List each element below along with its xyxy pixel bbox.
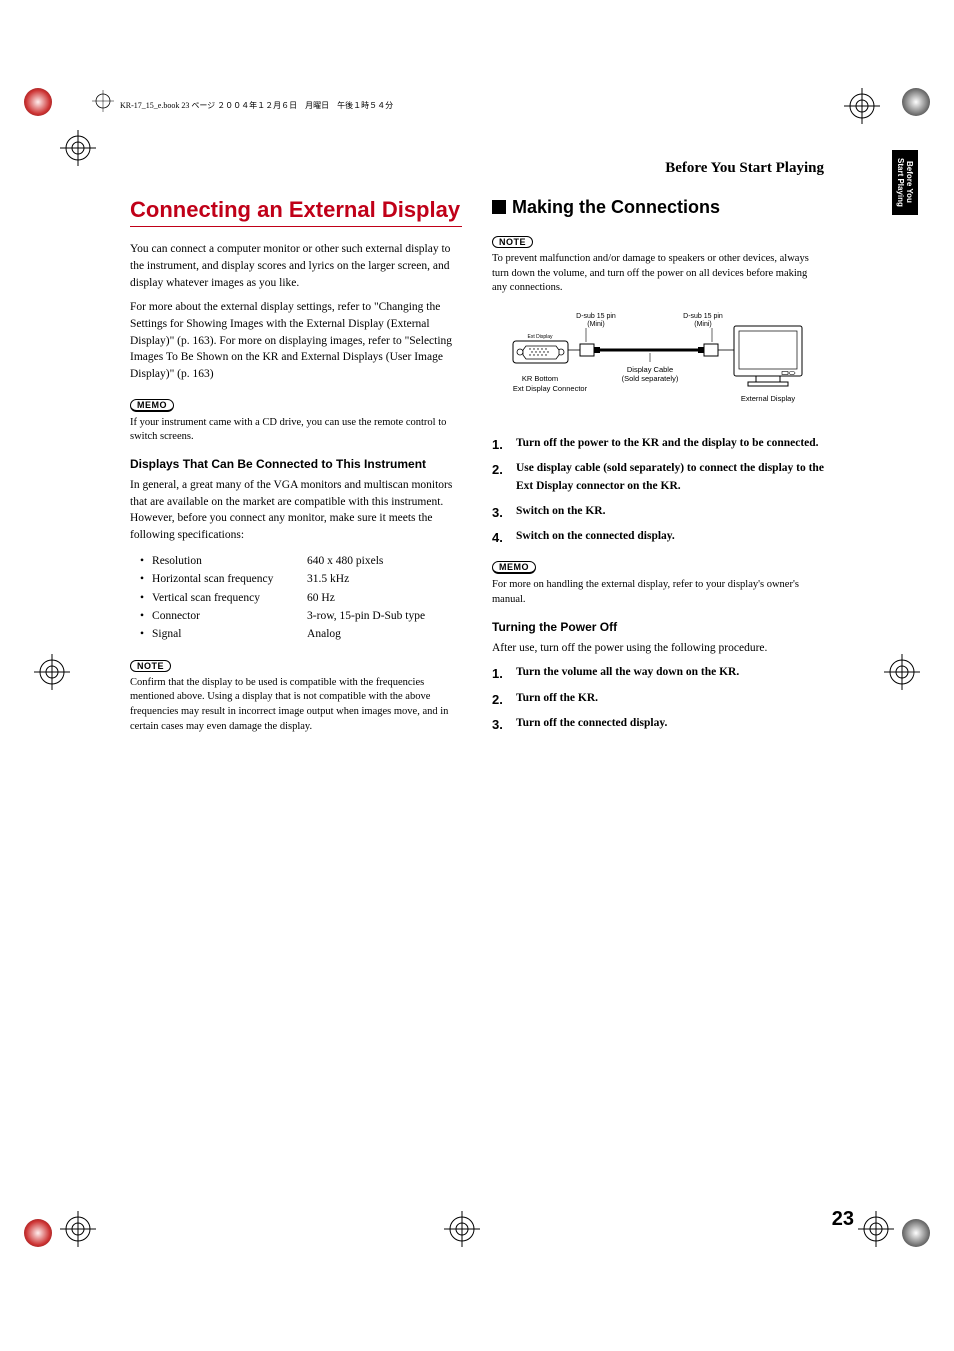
note-badge: NOTE <box>492 236 533 248</box>
memo-badge: MEMO <box>492 561 536 574</box>
memo-text: If your instrument came with a CD drive,… <box>130 416 462 445</box>
register-mark-small <box>92 90 114 112</box>
para: After use, turn off the power using the … <box>492 640 824 657</box>
page-number: 23 <box>832 1208 854 1231</box>
color-patch <box>902 1219 930 1247</box>
svg-text:D-sub 15 pin: D-sub 15 pin <box>576 313 616 320</box>
step-item: Turn the volume all the way down on the … <box>492 664 824 681</box>
left-column: Connecting an External Display You can c… <box>130 197 462 742</box>
subhead-displays-connected: Displays That Can Be Connected to This I… <box>130 457 462 471</box>
svg-text:Display Cable: Display Cable <box>627 365 673 374</box>
title-text: Making the Connections <box>512 197 720 217</box>
spec-row: Vertical scan frequency60 Hz <box>140 589 462 607</box>
square-bullet-icon <box>492 200 506 214</box>
spec-row: Resolution640 x 480 pixels <box>140 552 462 570</box>
spec-label: Resolution <box>152 552 307 570</box>
title-connecting-external-display: Connecting an External Display <box>130 197 462 227</box>
connection-diagram: Ext Display D-sub 15 pin (Mini) D-sub 15… <box>508 306 808 421</box>
svg-text:KR Bottom: KR Bottom <box>522 374 558 383</box>
spec-row: SignalAnalog <box>140 625 462 643</box>
register-mark <box>880 650 924 694</box>
color-patch <box>902 88 930 116</box>
spec-value: 640 x 480 pixels <box>307 552 383 570</box>
spec-value: 31.5 kHz <box>307 570 349 588</box>
register-mark <box>56 1207 100 1251</box>
side-tab: Before You Start Playing <box>892 150 918 215</box>
svg-text:(Mini): (Mini) <box>587 321 605 328</box>
note-text: To prevent malfunction and/or damage to … <box>492 252 824 296</box>
register-mark <box>56 126 100 170</box>
step-item: Switch on the KR. <box>492 503 824 520</box>
svg-text:D-sub 15 pin: D-sub 15 pin <box>683 313 723 320</box>
step-item: Switch on the connected display. <box>492 528 824 545</box>
spec-value: Analog <box>307 625 341 643</box>
para: You can connect a computer monitor or ot… <box>130 241 462 291</box>
steps-power-off: Turn the volume all the way down on the … <box>492 664 824 732</box>
spec-label: Horizontal scan frequency <box>152 570 307 588</box>
running-header: KR-17_15_e.book 23 ページ ２００４年１２月６日 月曜日 午後… <box>120 100 393 111</box>
step-item: Use display cable (sold separately) to c… <box>492 460 824 495</box>
svg-text:Ext Display Connector: Ext Display Connector <box>513 384 588 393</box>
right-column: Making the Connections NOTE To prevent m… <box>492 197 824 742</box>
steps-making-connections: Turn off the power to the KR and the dis… <box>492 435 824 545</box>
spec-row: Horizontal scan frequency31.5 kHz <box>140 570 462 588</box>
spec-label: Connector <box>152 607 307 625</box>
color-patch <box>24 88 52 116</box>
register-mark <box>30 650 74 694</box>
title-making-connections: Making the Connections <box>492 197 824 218</box>
memo-badge: MEMO <box>130 399 174 412</box>
color-patch <box>24 1219 52 1247</box>
subhead-turning-power-off: Turning the Power Off <box>492 620 824 634</box>
step-item: Turn off the connected display. <box>492 715 824 732</box>
svg-text:(Mini): (Mini) <box>694 321 712 328</box>
note-text: Confirm that the display to be used is c… <box>130 676 462 735</box>
svg-text:(Sold separately): (Sold separately) <box>622 374 679 383</box>
spec-value: 60 Hz <box>307 589 335 607</box>
para: In general, a great many of the VGA moni… <box>130 477 462 544</box>
step-item: Turn off the power to the KR and the dis… <box>492 435 824 452</box>
spec-list: Resolution640 x 480 pixels Horizontal sc… <box>140 552 462 644</box>
register-mark <box>840 84 884 128</box>
register-mark <box>854 1207 898 1251</box>
register-mark <box>440 1207 484 1251</box>
spec-row: Connector3-row, 15-pin D-Sub type <box>140 607 462 625</box>
spec-label: Signal <box>152 625 307 643</box>
spec-value: 3-row, 15-pin D-Sub type <box>307 607 425 625</box>
diag-ext-display-label: Ext Display <box>527 334 553 340</box>
memo-text: For more on handling the external displa… <box>492 578 824 607</box>
svg-text:External Display: External Display <box>741 394 795 403</box>
spec-label: Vertical scan frequency <box>152 589 307 607</box>
note-badge: NOTE <box>130 660 171 672</box>
step-item: Turn off the KR. <box>492 690 824 707</box>
section-header: Before You Start Playing <box>60 160 824 177</box>
para: For more about the external display sett… <box>130 299 462 382</box>
